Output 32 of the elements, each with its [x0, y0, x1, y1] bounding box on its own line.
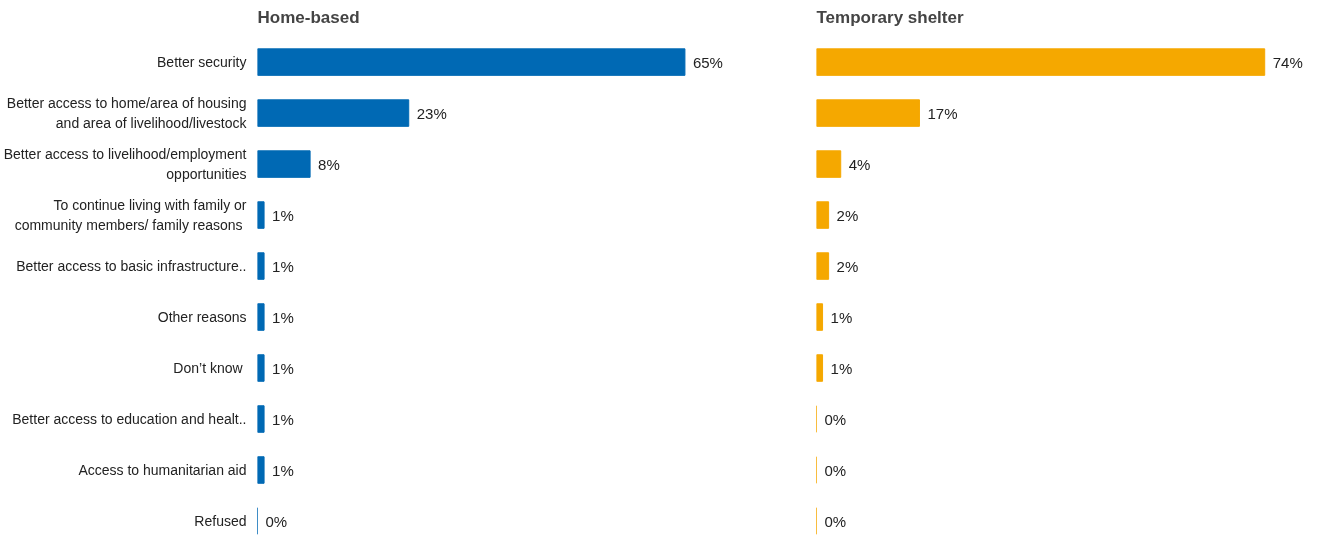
- y-tick-label: Don’t know: [173, 360, 244, 377]
- chart-title: Home-based: [257, 7, 360, 27]
- data-label: 0%: [824, 410, 847, 428]
- y-tick-label: Access to humanitarian aid: [78, 462, 247, 479]
- data-label: 4%: [848, 155, 871, 173]
- y-tick-label: Better security: [157, 54, 247, 71]
- data-label: 0%: [824, 512, 847, 530]
- data-label: 1%: [272, 308, 294, 326]
- y-tick-label: Better access to home/area of housing and area of livelihood/livestock: [6, 95, 248, 131]
- data-label: 0%: [265, 512, 288, 530]
- data-label: 2%: [836, 206, 859, 224]
- data-label: 0%: [824, 461, 847, 479]
- y-tick-label: Better access to livelihood/employment opportunities: [3, 146, 247, 182]
- data-label: 1%: [272, 257, 294, 275]
- data-label: 1%: [272, 461, 294, 479]
- data-label: 65%: [692, 53, 723, 71]
- y-tick-label: Better access to education and healt..: [12, 411, 247, 428]
- y-tick-label: Better access to basic infrastructure..: [16, 258, 247, 275]
- data-label: 1%: [272, 410, 294, 428]
- data-label: 1%: [830, 308, 853, 326]
- data-label: 1%: [272, 206, 294, 224]
- y-tick-label: Other reasons: [157, 309, 247, 326]
- data-label: 1%: [830, 359, 853, 377]
- y-tick-label: Refused: [194, 513, 247, 529]
- data-label: 17%: [927, 104, 958, 122]
- data-label: 8%: [318, 155, 340, 173]
- data-label: 2%: [836, 257, 859, 275]
- chart-title: Temporary shelter: [816, 7, 964, 27]
- y-tick-label: To continue living with family or community members/ family reasons: [14, 197, 247, 233]
- data-label: 74%: [1272, 53, 1303, 71]
- data-label: 1%: [272, 359, 294, 377]
- data-label: 23%: [416, 104, 447, 122]
